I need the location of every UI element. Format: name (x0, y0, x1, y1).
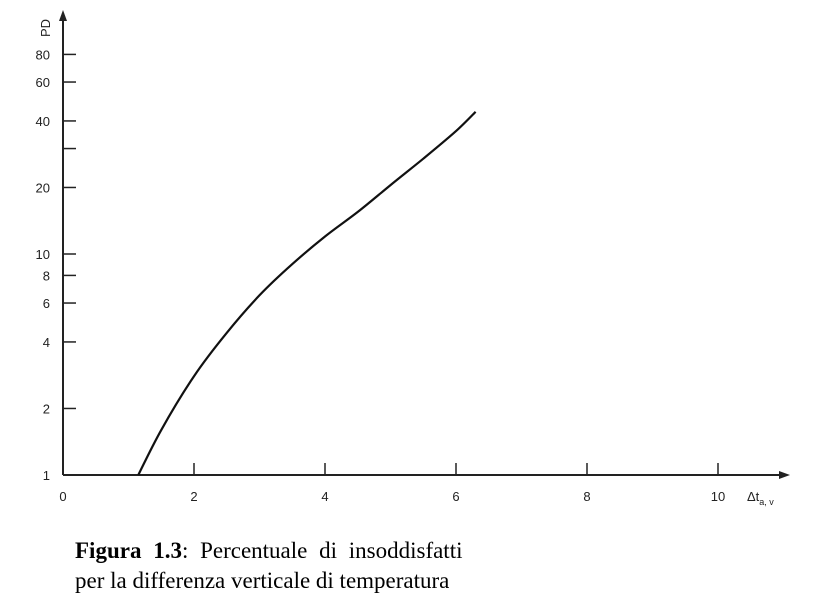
y-axis-label: PD (38, 19, 53, 37)
y-tick-label: 8 (43, 268, 50, 283)
axes (59, 10, 790, 479)
x-axis-label-subscript: a, v (759, 497, 774, 507)
y-axis-arrow (59, 10, 67, 21)
y-tick-label: 80 (36, 47, 50, 62)
x-tick-label: 6 (452, 489, 459, 504)
y-tick-label: 40 (36, 114, 50, 129)
y-tick-label: 1 (43, 468, 50, 483)
y-tick-label: 2 (43, 401, 50, 416)
caption-line-2: per la differenza verticale di temperatu… (75, 568, 450, 593)
series-line (137, 111, 477, 476)
y-tick-label: 6 (43, 296, 50, 311)
x-axis-label-main: Δt (747, 489, 760, 504)
y-tick-label: 60 (36, 75, 50, 90)
x-axis-label: Δta, v (747, 489, 774, 507)
figure-caption: Figura 1.3: Percentuale di insoddisfatti… (75, 536, 595, 596)
x-ticks: 0 2 4 6 8 10 (59, 463, 725, 504)
x-axis-arrow (779, 471, 790, 479)
y-tick-label: 20 (36, 180, 50, 195)
y-ticks: 1 2 4 6 8 10 20 40 60 80 (36, 47, 76, 483)
caption-label: Figura 1.3 (75, 538, 182, 563)
y-tick-label: 10 (36, 247, 50, 262)
x-tick-label: 2 (190, 489, 197, 504)
x-tick-label: 10 (711, 489, 725, 504)
caption-line-1: Figura 1.3: Percentuale di insoddisfatti (75, 536, 595, 566)
x-tick-label: 4 (321, 489, 328, 504)
x-tick-label: 8 (583, 489, 590, 504)
caption-text-1: : Percentuale di insoddisfatti (181, 538, 463, 563)
y-tick-label: 4 (43, 335, 50, 350)
x-tick-label: 0 (59, 489, 66, 504)
